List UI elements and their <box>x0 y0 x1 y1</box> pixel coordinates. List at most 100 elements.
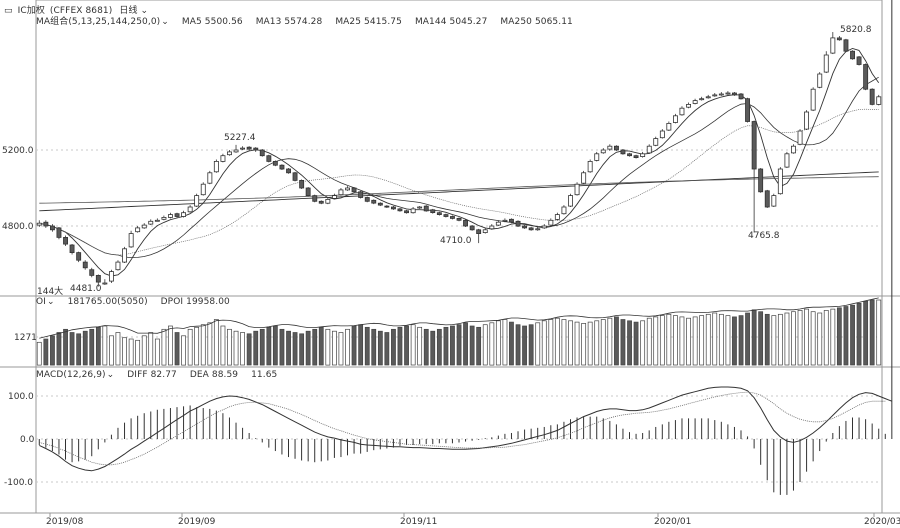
candle-body <box>751 121 757 170</box>
candle-body <box>95 274 101 283</box>
macd-dea-value: DEA 88.59 <box>189 370 239 380</box>
oi-bar <box>692 316 698 366</box>
oi-bar <box>686 317 691 366</box>
ma-group-selector[interactable]: MA组合(5,13,25,144,250,0)⌄ <box>36 17 169 27</box>
candle-body <box>89 269 95 276</box>
oi-bar <box>548 319 554 366</box>
oi-bar <box>804 308 809 366</box>
candle-body <box>377 202 383 206</box>
x-label-2019-09: 2019/09 <box>178 517 216 527</box>
candle-body <box>69 244 75 253</box>
candle-body <box>430 209 436 214</box>
oi-bar <box>574 321 580 366</box>
candle-body <box>495 221 501 226</box>
candle-body <box>771 195 777 207</box>
oi-bar <box>299 333 305 366</box>
oi-selector[interactable]: OI⌄ <box>36 297 55 307</box>
candle-body <box>482 229 488 234</box>
candle-body <box>640 153 646 158</box>
oi-value: 181765.00(5050) <box>67 297 148 307</box>
candle-body <box>240 147 245 150</box>
candle-body <box>404 210 409 214</box>
oi-bar <box>154 338 160 366</box>
candle-body <box>181 212 186 217</box>
candle-body <box>836 37 842 41</box>
oi-bar <box>220 325 226 366</box>
candle-body <box>469 225 475 231</box>
chevron-down-icon: ⌄ <box>140 6 149 16</box>
oi-bar <box>279 328 285 366</box>
oi-bar <box>200 324 206 366</box>
oi-bar <box>404 325 409 366</box>
oi-bar <box>443 326 449 366</box>
chart-frame <box>0 0 900 517</box>
oi-bar <box>614 316 619 366</box>
menu-icon: ▭ <box>4 6 13 16</box>
candle-body <box>161 216 167 220</box>
plot-border <box>35 0 883 514</box>
candle-body <box>502 219 508 222</box>
candle-body <box>331 195 337 199</box>
oi-bar <box>43 338 49 366</box>
macd-lines <box>39 386 892 472</box>
oi-bar <box>325 328 331 366</box>
candle-body <box>508 218 514 223</box>
low-annotation-3: 4765.8 <box>748 231 780 241</box>
candle-body <box>784 153 790 168</box>
oi-bar <box>141 335 147 366</box>
macd-selector[interactable]: MACD(12,26,9)⌄ <box>36 370 114 380</box>
x-label-2020-03: 2020/03 <box>864 517 900 527</box>
candle-body <box>207 172 213 184</box>
candle-body <box>266 155 272 162</box>
oi-bar <box>102 325 108 366</box>
oi-bar <box>633 321 639 366</box>
low-annotation-1: 4481.0 <box>70 284 102 294</box>
oi-bar <box>791 311 796 366</box>
candle-body <box>673 115 678 123</box>
instrument-code: (CFFEX 8681) <box>49 6 113 16</box>
candle-body <box>345 187 350 191</box>
ma250-line <box>39 176 879 204</box>
candle-body <box>718 93 724 96</box>
oi-bar <box>332 330 337 366</box>
candle-body <box>463 219 468 227</box>
candle-body <box>699 98 705 101</box>
candle-body <box>804 111 809 130</box>
candle-body <box>561 206 567 215</box>
candle-body <box>646 145 652 154</box>
candle-body <box>548 219 554 226</box>
candle-body <box>154 219 160 222</box>
oi-bar <box>620 319 626 366</box>
candle-body <box>384 205 390 208</box>
candle-body <box>286 168 291 174</box>
candle-body <box>423 205 429 212</box>
oi-bar <box>128 338 134 366</box>
candle-body <box>253 147 259 151</box>
instrument-menu[interactable]: ▭ IC加权 (CFFEX 8681) 日线 ⌄ <box>4 6 158 16</box>
oi-bar <box>456 324 462 366</box>
oi-bar <box>581 323 587 366</box>
price-header: ▭ IC加权 (CFFEX 8681) 日线 ⌄ <box>4 3 168 16</box>
oi-bar <box>115 332 121 366</box>
oi-label: OI <box>36 297 46 307</box>
oi-header: OI⌄ 181765.00(5050) DPOI 19958.00 <box>36 297 240 307</box>
oi-bar <box>384 332 390 366</box>
oi-bar <box>391 328 396 366</box>
candle-body <box>686 104 691 108</box>
oi-bar <box>430 330 436 366</box>
oi-bar <box>476 326 482 366</box>
oi-bar <box>561 319 567 366</box>
oi-bar <box>600 319 606 366</box>
candle-body <box>666 123 672 131</box>
macd-tick-100: 100.0 <box>8 392 34 402</box>
oi-bar <box>82 330 88 366</box>
oi-bar <box>495 320 501 366</box>
oi-bar <box>463 322 468 366</box>
candle-body <box>128 233 134 248</box>
candle-body <box>863 64 869 90</box>
oi-bar <box>843 306 849 366</box>
oi-bar <box>187 328 193 366</box>
candle-body <box>338 189 344 196</box>
candle-body <box>63 236 68 245</box>
